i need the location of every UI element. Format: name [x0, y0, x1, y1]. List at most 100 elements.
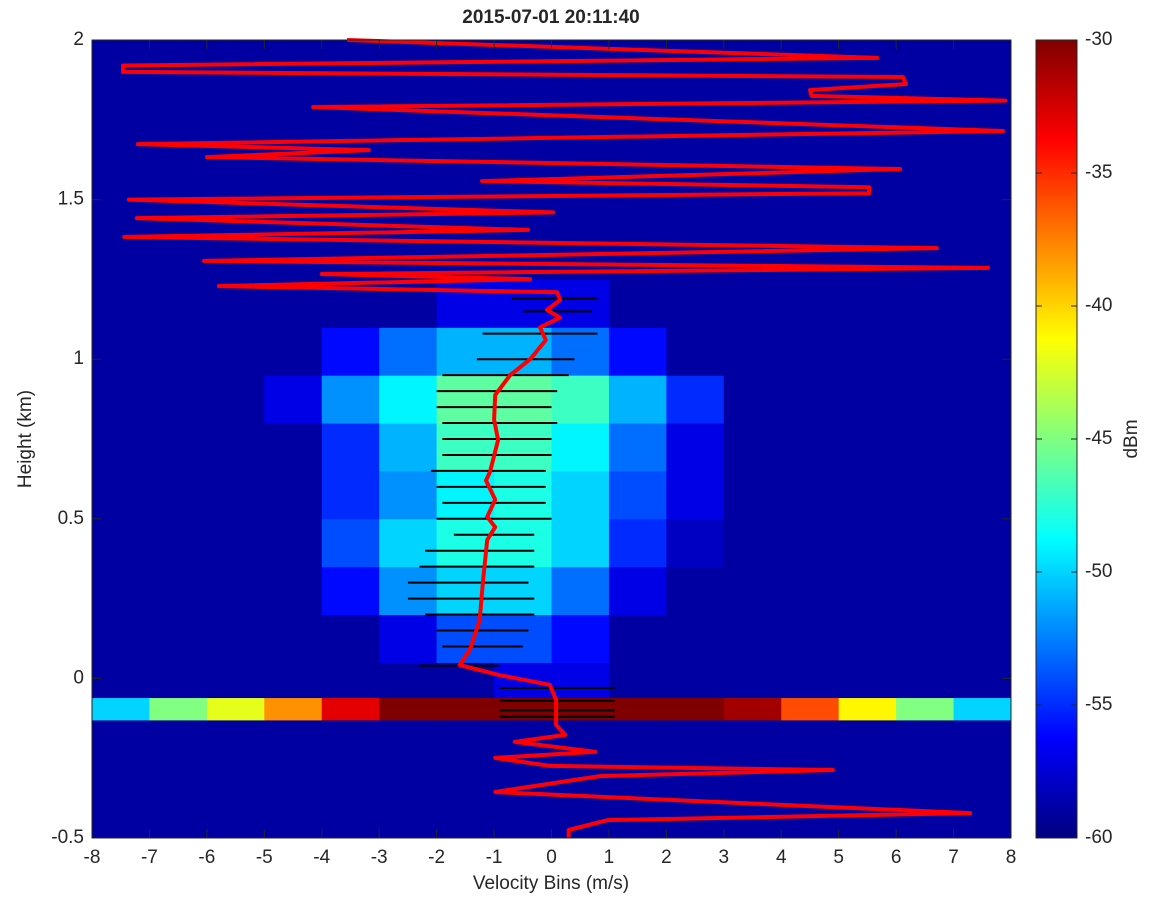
heatmap-cell	[321, 518, 380, 568]
heatmap-cell	[264, 566, 323, 616]
heatmap-cell	[896, 662, 955, 699]
heatmap-cell	[494, 470, 552, 520]
heatmap-cell	[723, 518, 782, 568]
heatmap-cell	[436, 697, 495, 721]
heatmap-cell	[781, 40, 840, 280]
heatmap-cell	[551, 614, 610, 663]
x-tick-label: 7	[948, 847, 959, 868]
colorbar-tick-label: -60	[1085, 827, 1112, 848]
x-tick-label: 6	[891, 847, 902, 868]
x-tick-label: -1	[486, 847, 503, 868]
x-tick-label: 3	[719, 847, 730, 868]
x-tick-label: 0	[546, 847, 557, 868]
heatmap-cell	[838, 423, 897, 472]
heatmap-cell	[608, 697, 667, 721]
heatmap-cell	[608, 518, 667, 568]
x-axis-label: Velocity Bins (m/s)	[473, 873, 629, 894]
heatmap-cell	[264, 662, 323, 699]
heatmap-cell	[953, 719, 1012, 839]
heatmap-cell	[896, 697, 955, 721]
heatmap-cell	[781, 662, 840, 699]
heatmap-cell	[838, 719, 897, 839]
y-tick-label: 0.5	[58, 508, 84, 529]
heatmap-cell	[781, 566, 840, 616]
heatmap-cell	[838, 614, 897, 663]
heatmap-cell	[953, 40, 1012, 280]
heatmap-cell	[494, 423, 552, 472]
heatmap-cell	[551, 327, 610, 376]
heatmap-cell	[608, 470, 667, 520]
heatmap-cell	[321, 566, 380, 616]
heatmap-cell	[723, 614, 782, 663]
heatmap-cell	[92, 470, 150, 520]
heatmap-cell	[723, 566, 782, 616]
heatmap-cell	[321, 719, 380, 839]
heatmap-cell	[149, 719, 208, 839]
y-tick-label: -0.5	[51, 827, 84, 848]
heatmap-cell	[264, 423, 323, 472]
heatmap-cell	[953, 566, 1012, 616]
colorbar-tick-label: -30	[1085, 29, 1112, 50]
heatmap-cell	[264, 518, 323, 568]
heatmap-cell	[494, 566, 552, 616]
heatmap-cell	[666, 40, 725, 280]
heatmap-cell	[838, 566, 897, 616]
heatmap-cell	[723, 697, 782, 721]
heatmap-cell	[379, 279, 438, 328]
heatmap-cell	[494, 697, 552, 721]
x-tick-label: 4	[776, 847, 787, 868]
heatmap-cell	[953, 614, 1012, 663]
x-tick-label: -7	[141, 847, 158, 868]
heatmap-cell	[551, 697, 610, 721]
heatmap-cell	[781, 375, 840, 424]
heatmap-cell	[379, 470, 438, 520]
heatmap-cell	[206, 40, 265, 280]
heatmap-cell	[92, 40, 150, 280]
heatmap-cell	[838, 518, 897, 568]
heatmap-cell	[608, 40, 667, 280]
heatmap-cell	[264, 719, 323, 839]
heatmap-cell	[953, 279, 1012, 328]
heatmap-cell	[551, 375, 610, 424]
heatmap-cell	[838, 697, 897, 721]
y-tick-label: 1.5	[58, 189, 84, 210]
heatmap-cell	[494, 518, 552, 568]
heatmap-cell	[206, 375, 265, 424]
heatmap-cell	[436, 327, 495, 376]
heatmap-cell	[838, 279, 897, 328]
heatmap-cell	[494, 279, 552, 328]
heatmap-cell	[149, 518, 208, 568]
x-tick-label: 8	[1006, 847, 1017, 868]
heatmap-cell	[666, 518, 725, 568]
heatmap-cell	[379, 566, 438, 616]
heatmap-cell	[781, 719, 840, 839]
heatmap-cell	[379, 719, 438, 839]
colorbar-tick-label: -50	[1085, 561, 1112, 582]
colorbar-tick-label: -35	[1085, 162, 1112, 183]
heatmap-cell	[321, 662, 380, 699]
heatmap-cell	[92, 662, 150, 699]
heatmap-cell	[149, 470, 208, 520]
heatmap-cell	[666, 327, 725, 376]
heatmap-cell	[781, 697, 840, 721]
heatmap-cell	[321, 423, 380, 472]
heatmap-cell	[92, 518, 150, 568]
x-tick-label: -2	[428, 847, 445, 868]
heatmap-cell	[723, 327, 782, 376]
heatmap-cell	[321, 470, 380, 520]
heatmap-cell	[551, 662, 610, 699]
heatmap-cell	[666, 423, 725, 472]
heatmap-cell	[379, 614, 438, 663]
heatmap-cell	[723, 40, 782, 280]
heatmap-cell	[781, 279, 840, 328]
heatmap-cell	[896, 566, 955, 616]
heatmap-cell	[723, 375, 782, 424]
heatmap-cell	[206, 566, 265, 616]
heatmap-cell	[264, 327, 323, 376]
heatmap-cell	[206, 614, 265, 663]
heatmap-cell	[723, 423, 782, 472]
heatmap-cell	[379, 375, 438, 424]
heatmap-cell	[723, 470, 782, 520]
heatmap-cell	[953, 518, 1012, 568]
heatmap-cell	[379, 662, 438, 699]
